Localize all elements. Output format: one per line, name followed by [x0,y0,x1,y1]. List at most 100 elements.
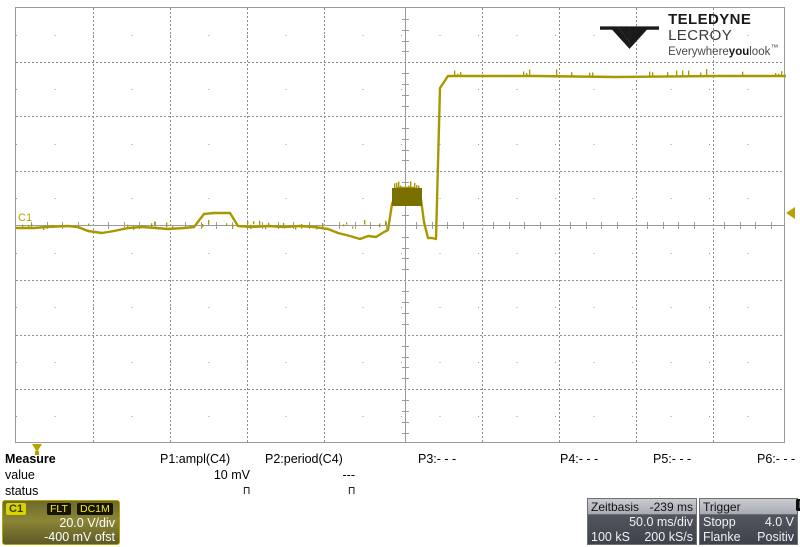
gridline-dots-row-3 [16,144,784,145]
measure-title: Measure [5,452,56,466]
axis-tick-v [402,346,409,347]
axis-tick-h [601,222,602,229]
timebase-title: Zeitbasis [591,500,640,514]
measure-status-p2: ⊓ [348,484,355,497]
waveform-graticule[interactable]: C1 [15,7,786,443]
axis-tick-h [216,222,217,229]
measure-col-header-p3[interactable]: P3:- - - [418,452,457,466]
gridline-dots-row-6 [16,307,784,308]
gridline-h-7 [16,389,784,390]
gridline-h-2 [16,116,784,117]
axis-tick-h [740,222,741,229]
trigger-title: Trigger [703,500,741,514]
logo-tagline-look: look [749,45,771,58]
trigger-position-marker-icon[interactable] [32,444,42,452]
axis-tick-v [402,51,409,52]
axis-tick-h [463,222,464,229]
channel-descriptor-name: C1 [6,503,27,515]
measure-table[interactable]: Measure P1:ampl(C4) P2:period(C4) P3:- -… [0,452,800,498]
measure-col-header-p6[interactable]: P6:- - - [757,452,796,466]
axis-tick-h [493,222,494,229]
axis-tick-h [355,222,356,229]
measure-status-p1: ⊓ [243,484,250,497]
axis-tick-v [402,357,409,358]
measure-row-label-value: value [5,468,35,482]
channel-offset-arrow-icon[interactable] [786,207,795,219]
logo-tagline-every: Every [668,45,698,58]
axis-tick-h [155,222,156,229]
center-axis-horizontal [16,225,784,226]
timebase-panel[interactable]: Zeitbasis -239 ms 50.0 ms/div 100 kS 200… [587,498,697,545]
logo-lecroy: LECROY [668,26,733,44]
measure-col-header-p4[interactable]: P4:- - - [560,452,599,466]
axis-tick-v [402,237,409,238]
axis-tick-v [402,30,409,31]
axis-tick-v [402,433,409,434]
axis-tick-v [402,258,409,259]
measure-col-header-p2[interactable]: P2:period(C4) [265,452,343,466]
axis-tick-h [586,222,587,229]
axis-tick-h [678,222,679,229]
axis-tick-h [108,222,109,229]
axis-tick-h [647,222,648,229]
logo-tagline-where: where [697,45,729,58]
measure-col-header-p5[interactable]: P5:- - - [653,452,692,466]
axis-tick-v [402,324,409,325]
gridline-h-5 [16,280,784,281]
trigger-panel[interactable]: Trigger C1DC Stopp 4.0 V Flanke Positiv [699,498,800,545]
axis-tick-v [402,182,409,183]
axis-tick-h [570,222,571,229]
axis-tick-h [139,222,140,229]
axis-tick-h [617,222,618,229]
trigger-position-marker-stem [35,451,39,455]
trigger-slope-value: Positiv [757,530,794,544]
gridline-h-3 [16,171,784,172]
channel-descriptor-volts-per-div: 20.0 V/div [59,516,115,530]
axis-tick-v [402,160,409,161]
axis-tick-v [402,128,409,129]
timebase-samples: 100 kS [591,530,630,544]
center-axis-vertical [405,8,406,442]
axis-tick-v [402,400,409,401]
axis-tick-h [124,222,125,229]
trigger-header: Trigger C1DC [700,499,800,515]
channel-descriptor-offset: -400 mV ofst [44,530,115,544]
axis-tick-v [402,73,409,74]
gridline-h-6 [16,335,784,336]
axis-tick-v [402,367,409,368]
axis-tick-v [402,302,409,303]
timebase-sample-rate: 200 kS/s [644,530,693,544]
axis-tick-h [447,222,448,229]
channel-descriptor-filter-badge: FLT [47,503,71,515]
axis-tick-h [386,222,387,229]
axis-tick-v [402,422,409,423]
channel-descriptor-coupling-badge: DC1M [77,503,113,515]
measure-value-p1: 10 mV [213,468,250,482]
axis-tick-v [402,150,409,151]
axis-tick-h [339,222,340,229]
axis-tick-v [402,291,409,292]
trigger-slope-label: Flanke [703,530,741,544]
axis-tick-v [402,411,409,412]
logo-tagline-you: you [728,45,750,58]
axis-tick-v [402,41,409,42]
axis-tick-v [402,269,409,270]
axis-tick-h [540,222,541,229]
axis-tick-h [755,222,756,229]
teledyne-mark-icon [600,26,660,49]
axis-tick-h [724,222,725,229]
axis-tick-v [402,378,409,379]
channel-marker-c1-label: C1 [18,212,33,224]
measure-row-label-status: status [5,484,39,498]
axis-tick-v [402,139,409,140]
channel-descriptor-c1[interactable]: C1 FLT DC1M 20.0 V/div -400 mV ofst [2,500,120,545]
axis-tick-v [402,215,409,216]
teledyne-lecroy-logo: TELEDYNE LECROY Everywhereyoulook™ [600,12,800,57]
measure-col-header-p1[interactable]: P1:ampl(C4) [160,452,231,466]
axis-tick-h [509,222,510,229]
timebase-time-per-div: 50.0 ms/div [629,515,693,529]
logo-teledyne: TELEDYNE [668,11,752,28]
gridline-dots-row-5 [16,253,784,254]
axis-tick-v [402,248,409,249]
axis-tick-v [402,106,409,107]
